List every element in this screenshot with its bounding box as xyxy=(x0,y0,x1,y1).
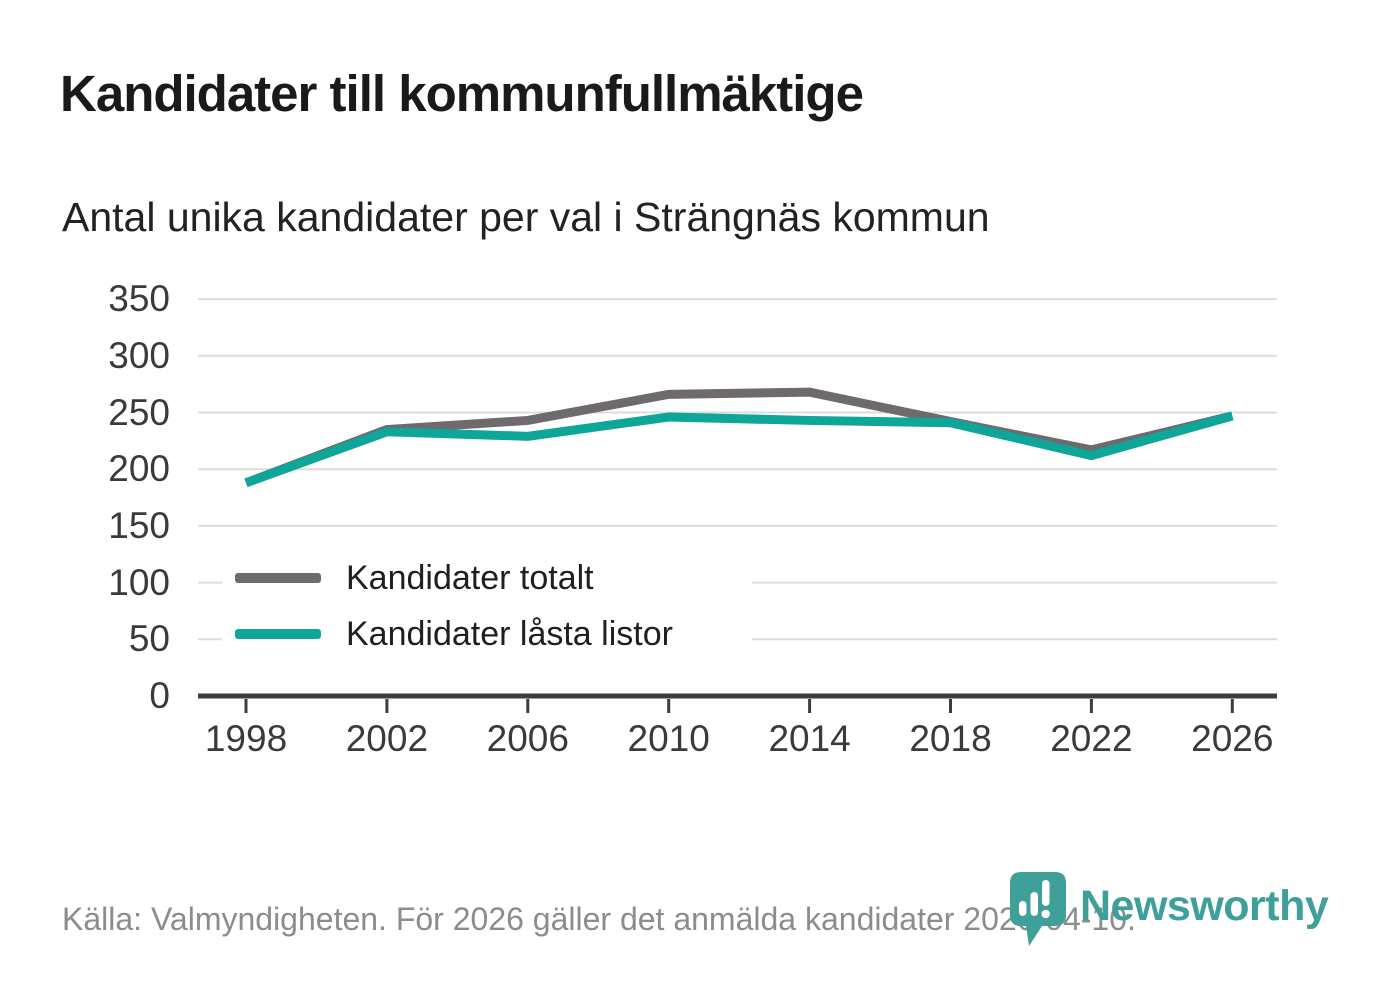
x-tick-label: 2026 xyxy=(1191,718,1274,759)
y-tick-label: 100 xyxy=(108,561,170,603)
legend-swatch-teal xyxy=(235,629,321,639)
legend-swatch-gray xyxy=(235,573,321,583)
source-note: Källa: Valmyndigheten. För 2026 gäller d… xyxy=(62,901,1136,937)
x-tick-label: 2014 xyxy=(768,718,851,759)
series-line-0 xyxy=(244,387,1234,488)
x-tick-label: 2010 xyxy=(627,718,710,759)
y-tick-label: 0 xyxy=(149,675,170,716)
x-tick-label: 2018 xyxy=(909,718,992,759)
x-tick-label: 2022 xyxy=(1050,718,1133,759)
legend-label-lasta-listor: Kandidater låsta listor xyxy=(346,614,673,653)
x-tick-label: 2002 xyxy=(345,718,429,759)
legend-label-totalt: Kandidater totalt xyxy=(346,558,594,597)
chart-canvas xyxy=(198,298,1277,713)
legend: Kandidater totalt Kandidater låsta listo… xyxy=(222,550,752,662)
chart-subtitle: Antal unika kandidater per val i Strängn… xyxy=(62,194,990,240)
legend-item-lasta-listor: Kandidater låsta listor xyxy=(222,606,752,662)
y-tick-label: 200 xyxy=(108,448,170,490)
newsworthy-logo: Newsworthy xyxy=(1008,870,1329,948)
y-tick-label: 150 xyxy=(108,504,170,546)
y-tick-label: 300 xyxy=(108,334,170,376)
x-tick-label: 2006 xyxy=(486,718,569,759)
newsworthy-wordmark: Newsworthy xyxy=(1080,882,1329,930)
x-tick-label: 1998 xyxy=(204,718,288,759)
y-tick-label: 350 xyxy=(108,278,170,320)
page-title: Kandidater till kommunfullmäktige xyxy=(60,65,864,122)
newsworthy-pin-icon xyxy=(1010,872,1066,946)
y-tick-label: 50 xyxy=(128,618,170,660)
legend-item-totalt: Kandidater totalt xyxy=(222,550,752,606)
series-line-1 xyxy=(244,411,1234,488)
y-tick-label: 250 xyxy=(108,391,170,433)
line-chart: 0 50 100 150 200 250 300 350 1998 2002 2006 2010 20… xyxy=(0,278,1382,760)
